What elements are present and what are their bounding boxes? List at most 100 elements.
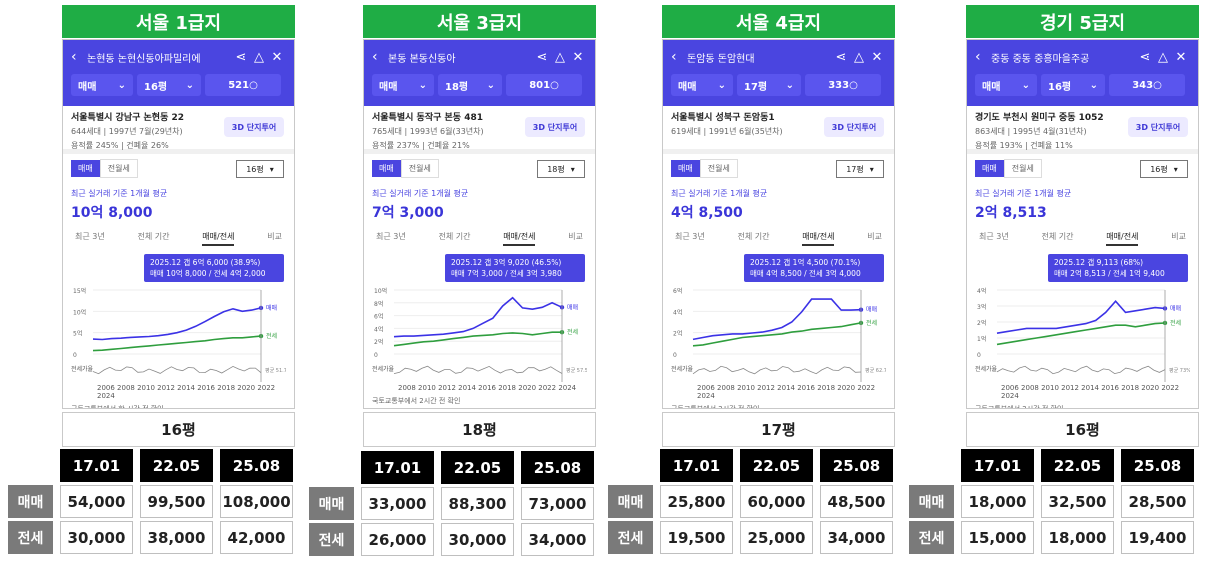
- y-tick-label: 4억: [977, 287, 986, 295]
- tab-3[interactable]: 비교: [1171, 232, 1186, 241]
- bell-icon[interactable]: △: [1158, 49, 1168, 65]
- y-tick-label: 0: [977, 352, 981, 359]
- recent-label: 최근 실거래 기준 1개월 평균: [671, 189, 768, 198]
- app-header: ‹ 돈암동 돈암현대 ⋖ △ ✕ 매매 ⌄ 17평 ⌄ 333 ○: [663, 40, 894, 106]
- price-table: 17.01 22.05 25.08 매매 전세 18,000 32,500 28,500 15,…: [909, 447, 1197, 559]
- legend-sale: 매매: [1170, 304, 1181, 312]
- tab-1[interactable]: 전체 기간: [1041, 232, 1074, 241]
- bell-icon[interactable]: △: [555, 49, 565, 65]
- households-info: 619세대 | 1991년 6월(35년차): [671, 127, 783, 136]
- share-icon[interactable]: ⋖: [235, 49, 247, 65]
- toggle-rent[interactable]: 전월세: [1003, 158, 1042, 178]
- close-icon[interactable]: ✕: [572, 49, 584, 65]
- search-count-button[interactable]: 801 ○: [506, 74, 582, 96]
- tour-3d-button[interactable]: 3D 단지투어: [1128, 117, 1188, 137]
- sale-price-cell: 73,000: [521, 487, 594, 520]
- toggle-sale[interactable]: 매매: [671, 159, 700, 177]
- complex-info: 서울특별시 성북구 돈암동1 619세대 | 1991년 6월(35년차) 3D 단…: [663, 106, 894, 154]
- size-dropdown[interactable]: 18평 ⌄: [438, 74, 502, 96]
- close-icon[interactable]: ✕: [1175, 49, 1187, 65]
- tour-3d-button[interactable]: 3D 단지투어: [224, 117, 284, 137]
- tab-1[interactable]: 전체 기간: [137, 232, 170, 241]
- tab-2[interactable]: 매매/전세: [1106, 231, 1139, 246]
- share-icon[interactable]: ⋖: [536, 49, 548, 65]
- deal-type-dropdown[interactable]: 매매 ⌄: [372, 74, 434, 96]
- period-tabs: 최근 3년 전체 기간 매매/전세 비교: [671, 231, 886, 246]
- rent-price-cell: 34,000: [820, 521, 893, 554]
- tour-3d-button[interactable]: 3D 단지투어: [525, 117, 585, 137]
- search-icon: ○: [249, 79, 258, 91]
- tab-0[interactable]: 최근 3년: [75, 232, 105, 241]
- back-icon[interactable]: ‹: [975, 49, 981, 65]
- search-count-button[interactable]: 521 ○: [205, 74, 281, 96]
- households-info: 765세대 | 1993년 6월(33년차): [372, 127, 484, 136]
- unit-size-label: 16평: [62, 412, 295, 447]
- header-nav: ‹ 논현동 논현신동아파밀리에 ⋖ △ ✕: [71, 45, 286, 69]
- search-count-button[interactable]: 333 ○: [805, 74, 881, 96]
- share-icon[interactable]: ⋖: [1139, 49, 1151, 65]
- deal-toggle: 매매 전월세: [671, 158, 886, 178]
- deal-type-dropdown[interactable]: 매매 ⌄: [71, 74, 133, 96]
- tab-2[interactable]: 매매/전세: [202, 231, 235, 246]
- region-title: 서울 3급지: [363, 5, 596, 38]
- size-value: 17평: [744, 81, 768, 93]
- tab-3[interactable]: 비교: [267, 232, 282, 241]
- row-label-sale: 매매: [608, 485, 653, 518]
- size-dropdown[interactable]: 16평 ⌄: [1041, 74, 1105, 96]
- rent-price-cell: 42,000: [220, 521, 293, 554]
- price-panel: 매매 전월세 16평 ▾ 최근 실거래 기준 1개월 평균 10억 8,000 최근 3년 전…: [63, 154, 294, 408]
- back-icon[interactable]: ‹: [372, 49, 378, 65]
- toggle-sale[interactable]: 매매: [372, 159, 401, 177]
- size-dropdown[interactable]: 16평 ⌄: [137, 74, 201, 96]
- toggle-rent[interactable]: 전월세: [400, 158, 439, 178]
- toggle-sale[interactable]: 매매: [975, 159, 1004, 177]
- size-select[interactable]: 17평 ▾: [836, 160, 884, 178]
- sale-line: [692, 298, 862, 341]
- size-dropdown[interactable]: 17평 ⌄: [737, 74, 801, 96]
- close-icon[interactable]: ✕: [271, 49, 283, 65]
- deal-type-dropdown[interactable]: 매매 ⌄: [975, 74, 1037, 96]
- search-count-button[interactable]: 343 ○: [1109, 74, 1185, 96]
- tab-1[interactable]: 전체 기간: [438, 232, 471, 241]
- source-note: 국토교통부에서 2시간 전 확인: [975, 405, 1064, 409]
- back-icon[interactable]: ‹: [671, 49, 677, 65]
- ratio-info: 용적률 193% | 건폐율 11%: [975, 141, 1073, 150]
- rent-line: [996, 322, 1166, 346]
- share-icon[interactable]: ⋖: [835, 49, 847, 65]
- search-icon: ○: [550, 79, 559, 91]
- tab-3[interactable]: 비교: [568, 232, 583, 241]
- y-tick-label: 3억: [977, 303, 986, 311]
- bell-icon[interactable]: △: [254, 49, 264, 65]
- deal-type-dropdown[interactable]: 매매 ⌄: [671, 74, 733, 96]
- size-select[interactable]: 16평 ▾: [236, 160, 284, 178]
- back-icon[interactable]: ‹: [71, 49, 77, 65]
- address: 서울특별시 동작구 본동 481: [372, 113, 483, 123]
- toggle-rent[interactable]: 전월세: [99, 158, 138, 178]
- tab-0[interactable]: 최근 3년: [675, 232, 705, 241]
- toggle-rent[interactable]: 전월세: [699, 158, 738, 178]
- sale-price-cell: 32,500: [1041, 485, 1114, 518]
- deal-toggle: 매매 전월세: [71, 158, 286, 178]
- y-tick-label: 10억: [73, 308, 86, 316]
- price-panel: 매매 전월세 17평 ▾ 최근 실거래 기준 1개월 평균 4억 8,500 최근 3년 전체…: [663, 154, 894, 408]
- gap-tooltip: 2025.12 갭 9,113 (68%) 매매 2억 8,513 / 전세 1억…: [1048, 254, 1188, 282]
- size-select[interactable]: 16평 ▾: [1140, 160, 1188, 178]
- date-header: 22.05: [1041, 449, 1114, 482]
- tour-3d-button[interactable]: 3D 단지투어: [824, 117, 884, 137]
- tab-0[interactable]: 최근 3년: [376, 232, 406, 241]
- tab-0[interactable]: 최근 3년: [979, 232, 1009, 241]
- tab-2[interactable]: 매매/전세: [802, 231, 835, 246]
- bell-icon[interactable]: △: [854, 49, 864, 65]
- size-select[interactable]: 18평 ▾: [537, 160, 585, 178]
- tab-1[interactable]: 전체 기간: [737, 232, 770, 241]
- close-icon[interactable]: ✕: [871, 49, 883, 65]
- tooltip-prices: 매매 7억 3,000 / 전세 3억 3,980: [451, 269, 562, 278]
- chevron-down-icon: ⌄: [1021, 79, 1030, 91]
- date-header: 17.01: [361, 451, 434, 484]
- tab-2[interactable]: 매매/전세: [503, 231, 536, 246]
- toggle-sale[interactable]: 매매: [71, 159, 100, 177]
- gap-tooltip: 2025.12 갭 6억 6,000 (38.9%) 매매 10억 8,000 /…: [144, 254, 284, 282]
- header-nav: ‹ 돈암동 돈암현대 ⋖ △ ✕: [671, 45, 886, 69]
- tab-3[interactable]: 비교: [867, 232, 882, 241]
